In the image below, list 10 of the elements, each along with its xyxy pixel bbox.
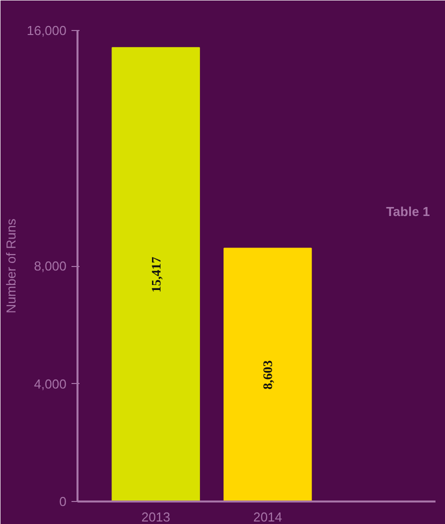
x-tick-label: 2013	[141, 510, 170, 524]
data-label: 8,603	[260, 360, 276, 390]
y-tick-label: 0	[59, 494, 67, 509]
y-tick-label: 4,000	[34, 376, 67, 392]
caption: Table 1	[386, 204, 430, 219]
y-axis-title: Number of Runs	[4, 218, 19, 314]
y-tick-label: 8,000	[34, 258, 67, 274]
x-tick-label: 2014	[253, 510, 282, 524]
data-label: 15,417	[148, 256, 164, 292]
y-tick-label: 16,000	[26, 23, 67, 38]
